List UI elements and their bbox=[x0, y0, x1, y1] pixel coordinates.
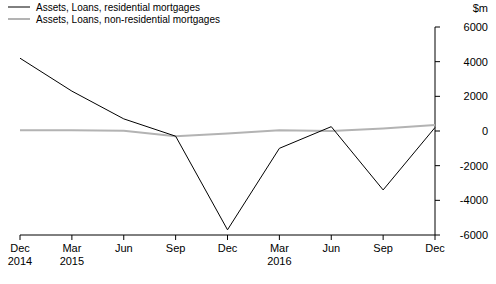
x-tick bbox=[71, 235, 72, 240]
x-tick bbox=[435, 235, 436, 240]
x-tick bbox=[123, 235, 124, 240]
series-line bbox=[20, 125, 435, 136]
x-tick-label: Sep bbox=[373, 242, 393, 254]
y-tick-label: -4000 bbox=[460, 194, 488, 206]
y-tick-label: -6000 bbox=[460, 229, 488, 241]
chart-container: -6000 -4000 -2000 0 2000 4000 6000 $m Dec2014 Mar… bbox=[0, 0, 496, 284]
y-tick-label: 6000 bbox=[464, 21, 488, 33]
x-tick bbox=[279, 235, 280, 240]
x-tick bbox=[20, 235, 21, 240]
x-tick bbox=[227, 235, 228, 240]
legend-swatch bbox=[8, 7, 30, 8]
y-tick bbox=[435, 200, 440, 201]
y-axis-label: $m bbox=[473, 2, 488, 14]
x-tick-label: Dec bbox=[218, 242, 238, 254]
x-tick bbox=[331, 235, 332, 240]
y-tick bbox=[435, 165, 440, 166]
y-tick bbox=[435, 131, 440, 132]
x-tick-label: Mar2015 bbox=[60, 242, 84, 267]
y-tick-label: -2000 bbox=[460, 160, 488, 172]
x-tick-label: Mar2016 bbox=[267, 242, 291, 267]
y-tick-label: 4000 bbox=[464, 56, 488, 68]
y-tick bbox=[435, 96, 440, 97]
x-tick-label: Sep bbox=[166, 242, 186, 254]
x-tick bbox=[383, 235, 384, 240]
legend-label: Assets, Loans, non-residential mortgages bbox=[36, 14, 220, 25]
plot-area bbox=[20, 58, 435, 230]
series-line bbox=[20, 58, 435, 230]
y-tick-label: 2000 bbox=[464, 90, 488, 102]
y-tick bbox=[435, 61, 440, 62]
legend-swatch bbox=[8, 18, 30, 20]
x-tick-label: Jun bbox=[115, 242, 133, 254]
y-tick-label: 0 bbox=[482, 125, 488, 137]
x-tick-label: Jun bbox=[322, 242, 340, 254]
chart-svg: -6000 -4000 -2000 0 2000 4000 6000 $m Dec2014 Mar… bbox=[0, 0, 496, 284]
x-tick bbox=[175, 235, 176, 240]
x-tick-label: Dec2014 bbox=[8, 242, 32, 267]
y-tick bbox=[435, 27, 440, 28]
x-tick-label: Dec bbox=[425, 242, 445, 254]
legend-label: Assets, Loans, residential mortgages bbox=[36, 2, 200, 13]
y-tick bbox=[435, 235, 440, 236]
